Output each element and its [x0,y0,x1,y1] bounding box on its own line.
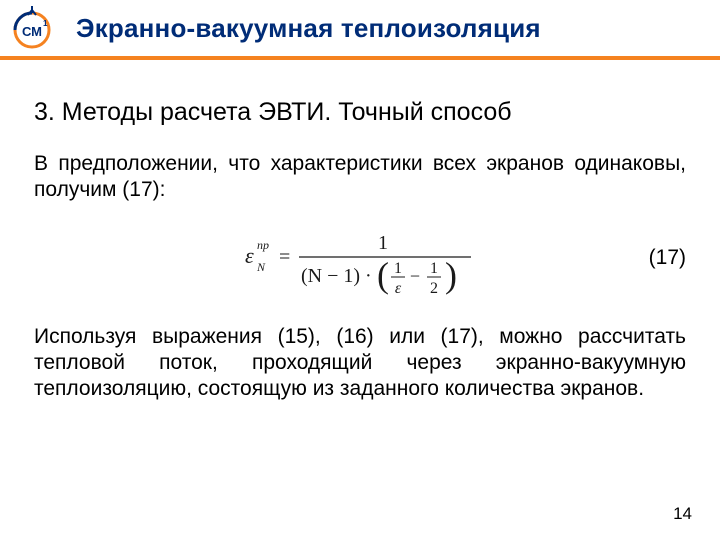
eq-inner2-num: 1 [430,260,438,277]
eq-lhs-sub: N [256,260,266,274]
eq-inner1-den: ε [395,280,402,297]
section-subtitle: 3. Методы расчета ЭВТИ. Точный способ [34,98,686,127]
slide-header: СМ 1 Экранно-вакуумная теплоизоляция [0,0,720,60]
slide-content: 3. Методы расчета ЭВТИ. Точный способ В … [0,60,720,402]
svg-text:(: ( [377,255,389,295]
header-underline [0,56,720,60]
eq-inner2-den: 2 [430,280,438,297]
eq-inner1-num: 1 [394,260,402,277]
eq-denom-left: (N − 1) · [301,265,372,287]
svg-text:=: = [279,246,290,268]
slide-title: Экранно-вакуумная теплоизоляция [76,13,541,44]
page-number: 14 [673,504,692,524]
eq-minus: − [410,266,420,286]
paragraph-1: В предположении, что характеристики всех… [34,151,686,204]
svg-text:1: 1 [43,19,48,28]
paragraph-2: Используя выражения (15), (16) или (17),… [34,324,686,403]
eq-lhs-sup: пр [257,238,269,252]
logo-svg: СМ 1 [10,6,54,50]
equation-row: ε пр N = 1 (N − 1) · ( 1 ε − 1 [34,218,686,298]
equation-number: (17) [649,246,686,270]
equation: ε пр N = 1 (N − 1) · ( 1 ε − 1 [245,219,475,297]
logo: СМ 1 [10,6,54,50]
eq-lhs-base: ε [245,243,254,268]
eq-numerator: 1 [378,232,388,254]
svg-text:СМ: СМ [22,24,42,39]
svg-text:): ) [445,255,457,295]
